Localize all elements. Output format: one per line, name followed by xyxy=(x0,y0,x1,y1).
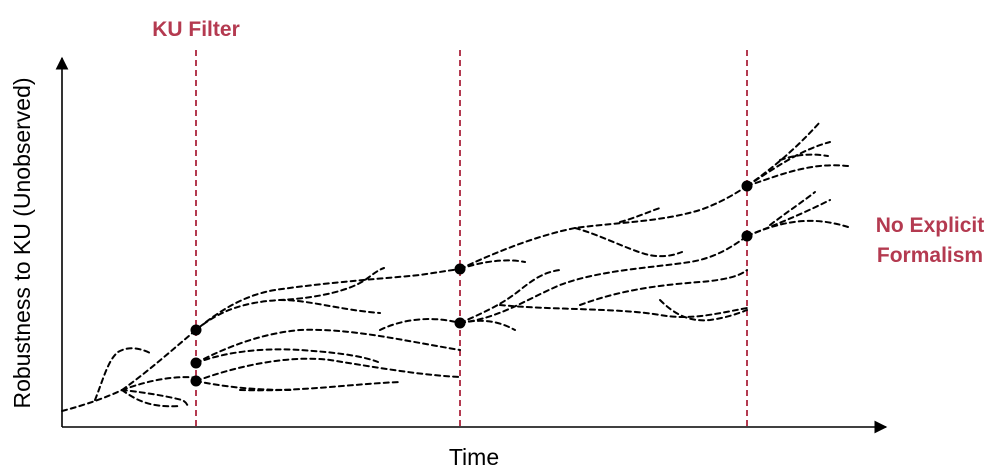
filter-point xyxy=(454,263,466,275)
ku-filter-label: KU Filter xyxy=(152,18,240,41)
y-axis-label: Robustness to KU (Unobserved) xyxy=(9,77,35,408)
filter-point xyxy=(741,230,753,242)
ku-filter-lines xyxy=(195,50,748,427)
no-formalism-label-line-1: No Explicit xyxy=(876,214,985,237)
trajectory-low-right-branch xyxy=(579,269,748,306)
trajectory-main-upper xyxy=(121,268,461,391)
trajectory-after-top-4 xyxy=(779,153,829,161)
trajectory-after-top-2 xyxy=(746,141,831,187)
filter-point xyxy=(190,357,202,369)
trajectory-early-branch-2 xyxy=(121,389,189,409)
trajectory-mid-lower-branch xyxy=(499,304,748,319)
trajectory-mid-curl-branch xyxy=(459,319,516,331)
filter-point xyxy=(190,324,202,336)
trajectory-lower-to-filter2 xyxy=(195,357,461,382)
trajectory-low-right-dip xyxy=(659,299,748,322)
trajectory-upper-to-filter3 xyxy=(459,185,748,270)
trajectory-mid-to-filter3 xyxy=(459,235,748,324)
trajectory-after-mid-2 xyxy=(746,219,849,237)
filter-point xyxy=(741,180,753,192)
filter-points xyxy=(190,180,753,387)
trajectory-upper-rise-branch xyxy=(619,207,661,223)
no-formalism-label-line-2: Formalism xyxy=(877,244,983,267)
trajectories xyxy=(61,121,849,412)
trajectory-upper-dip-branch xyxy=(574,227,683,258)
trajectory-lowest-branch xyxy=(239,381,401,392)
filter-point xyxy=(454,317,466,329)
trajectory-upper-branch-b xyxy=(279,299,381,314)
trajectory-upper-branch-a xyxy=(195,267,385,331)
trajectory-mid-side-branch xyxy=(459,269,561,324)
axes xyxy=(55,56,888,434)
trajectory-after-top-3 xyxy=(746,164,849,187)
filter-point xyxy=(190,375,202,387)
x-axis-label: Time xyxy=(449,444,499,470)
trajectory-mid-branch xyxy=(195,348,379,364)
trajectory-early-branch-1 xyxy=(94,347,151,401)
trajectory-early-branch-3 xyxy=(121,389,181,408)
trajectory-after-mid-3 xyxy=(769,191,816,226)
trajectory-origin xyxy=(61,389,123,412)
trajectory-lower-branch xyxy=(195,380,293,391)
trajectory-mid-lower-start xyxy=(379,318,461,331)
trajectory-mid-to-filter2 xyxy=(195,328,461,364)
trajectory-early-branch-4 xyxy=(121,376,201,391)
